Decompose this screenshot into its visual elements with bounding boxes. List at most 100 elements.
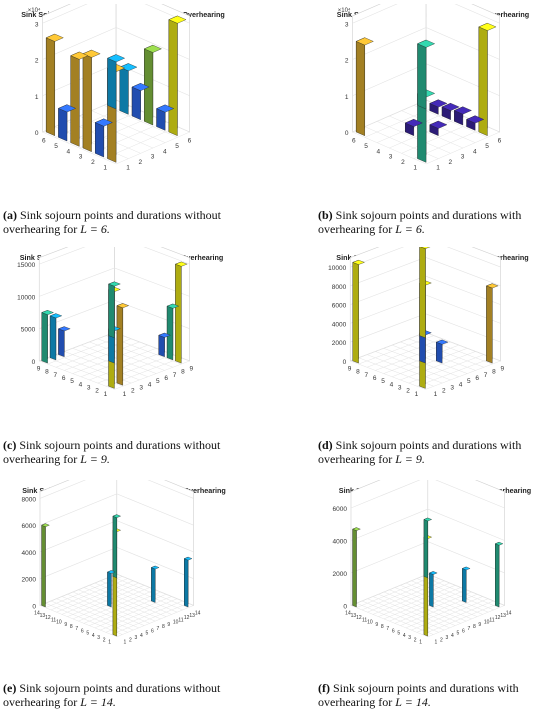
z-tick-label: 2 bbox=[35, 58, 39, 65]
x-tick-label: 2 bbox=[91, 159, 95, 166]
z-tick-label: 4000 bbox=[22, 550, 37, 557]
z-tick-label: 6000 bbox=[22, 523, 37, 530]
caption-label: (d) bbox=[318, 438, 333, 452]
z-tick-label: 2000 bbox=[332, 340, 347, 347]
x-tick-label: 5 bbox=[397, 631, 400, 637]
y-tick-label: 6 bbox=[498, 138, 502, 145]
y-tick-label: 13 bbox=[189, 613, 195, 619]
bar bbox=[166, 303, 180, 361]
y-tick-label: 5 bbox=[175, 143, 179, 150]
y-tick-label: 2 bbox=[129, 637, 132, 643]
x-tick-label: 6 bbox=[352, 138, 356, 145]
z-tick-label: 6000 bbox=[332, 303, 347, 310]
bar bbox=[429, 99, 448, 115]
figure-a: Sink Sojourn Locations and Durations Wit… bbox=[8, 4, 238, 204]
bar bbox=[428, 571, 438, 608]
figure-b: Sink Sojourn Locations and Durations Wit… bbox=[318, 4, 548, 204]
bar bbox=[485, 283, 499, 364]
x-tick-label: 8 bbox=[381, 624, 384, 630]
bars bbox=[41, 514, 193, 637]
y-tick-label: 2 bbox=[440, 637, 443, 643]
x-tick-label: 9 bbox=[348, 366, 352, 373]
y-tick-label: 14 bbox=[195, 611, 201, 617]
x-tick-label: 4 bbox=[390, 381, 394, 388]
caption-text: Sink sojourn points and durations withou… bbox=[3, 438, 221, 466]
caption-a: (a) Sink sojourn points and durations wi… bbox=[3, 208, 265, 236]
bar bbox=[494, 541, 504, 608]
x-tick-label: 9 bbox=[64, 622, 67, 628]
caption-equation: L = 9. bbox=[395, 452, 425, 466]
z-tick-label: 6000 bbox=[333, 506, 348, 513]
y-tick-label: 8 bbox=[473, 624, 476, 630]
z-tick-label: 0 bbox=[32, 359, 36, 366]
y-tick-label: 4 bbox=[451, 633, 454, 639]
chart-f: Sink Sojourn Locations and Durations Wit… bbox=[333, 480, 531, 646]
x-tick-label: 6 bbox=[62, 375, 66, 382]
y-tick-label: 4 bbox=[163, 148, 167, 155]
x-tick-label: 1 bbox=[415, 391, 419, 398]
z-tick-label: 2 bbox=[345, 58, 349, 65]
x-tick-label: 4 bbox=[92, 633, 95, 639]
panel-c: Sink Sojourn Locations and Durations Wit… bbox=[0, 243, 275, 473]
x-tick-label: 4 bbox=[67, 148, 71, 155]
y-tick-label: 7 bbox=[156, 626, 159, 632]
x-tick-label: 5 bbox=[381, 378, 385, 385]
x-tick-label: 9 bbox=[37, 366, 41, 373]
bar bbox=[112, 514, 122, 579]
caption-label: (c) bbox=[3, 438, 17, 452]
z-tick-label: 8000 bbox=[22, 496, 37, 503]
z-tick-label: 0 bbox=[343, 359, 347, 366]
bars bbox=[41, 261, 188, 389]
x-tick-label: 2 bbox=[95, 388, 99, 395]
bar bbox=[174, 261, 188, 364]
y-tick-label: 9 bbox=[167, 622, 170, 628]
caption-text: Sink sojourn points and durations with o… bbox=[318, 438, 522, 466]
z-exponent-label: ×10⁴ bbox=[338, 7, 351, 14]
bar bbox=[168, 15, 187, 137]
bar bbox=[158, 332, 171, 358]
bar bbox=[419, 247, 431, 339]
bar bbox=[478, 22, 497, 137]
y-tick-label: 3 bbox=[139, 384, 143, 391]
z-tick-label: 8000 bbox=[332, 284, 347, 291]
chart-e: Sink Sojourn Locations and Durations Wit… bbox=[22, 480, 226, 646]
x-tick-label: 5 bbox=[70, 378, 74, 385]
caption-e: (e) Sink sojourn points and durations wi… bbox=[3, 681, 265, 709]
grid bbox=[38, 247, 190, 390]
x-tick-label: 1 bbox=[103, 164, 107, 171]
y-tick-label: 1 bbox=[123, 391, 127, 398]
x-tick-label: 10 bbox=[367, 620, 373, 626]
bars bbox=[352, 517, 504, 637]
caption-text: Sink sojourn points and durations with o… bbox=[318, 208, 522, 236]
panel-a: Sink Sojourn Locations and Durations Wit… bbox=[0, 0, 275, 240]
bar bbox=[150, 565, 160, 603]
y-tick-label: 6 bbox=[475, 375, 479, 382]
x-tick-label: 2 bbox=[401, 159, 405, 166]
chart-a: Sink Sojourn Locations and Durations Wit… bbox=[21, 4, 225, 171]
caption-label: (e) bbox=[3, 681, 17, 695]
x-tick-label: 6 bbox=[392, 628, 395, 634]
x-tick-label: 3 bbox=[97, 635, 100, 641]
z-tick-label: 0 bbox=[343, 603, 347, 610]
bar bbox=[404, 118, 423, 137]
caption-b: (b) Sink sojourn points and durations wi… bbox=[318, 208, 548, 236]
bar bbox=[45, 33, 64, 137]
x-tick-label: 4 bbox=[79, 381, 83, 388]
bar bbox=[435, 339, 449, 364]
z-tick-label: 0 bbox=[345, 130, 349, 137]
bar bbox=[453, 106, 472, 126]
caption-text: Sink sojourn points and durations withou… bbox=[3, 681, 221, 709]
x-tick-label: 13 bbox=[351, 613, 357, 619]
bar bbox=[417, 39, 436, 110]
y-tick-label: 4 bbox=[140, 633, 143, 639]
bar bbox=[41, 310, 54, 364]
y-tick-label: 1 bbox=[435, 640, 438, 646]
figure-f: Sink Sojourn Locations and Durations Wit… bbox=[315, 480, 550, 676]
caption-text: Sink sojourn points and durations withou… bbox=[3, 208, 221, 236]
x-tick-label: 4 bbox=[403, 633, 406, 639]
z-tick-label: 0 bbox=[35, 130, 39, 137]
bar bbox=[423, 517, 433, 579]
panel-f: Sink Sojourn Locations and Durations Wit… bbox=[275, 476, 550, 716]
caption-equation: L = 9. bbox=[80, 452, 110, 466]
z-tick-label: 5000 bbox=[21, 327, 36, 334]
